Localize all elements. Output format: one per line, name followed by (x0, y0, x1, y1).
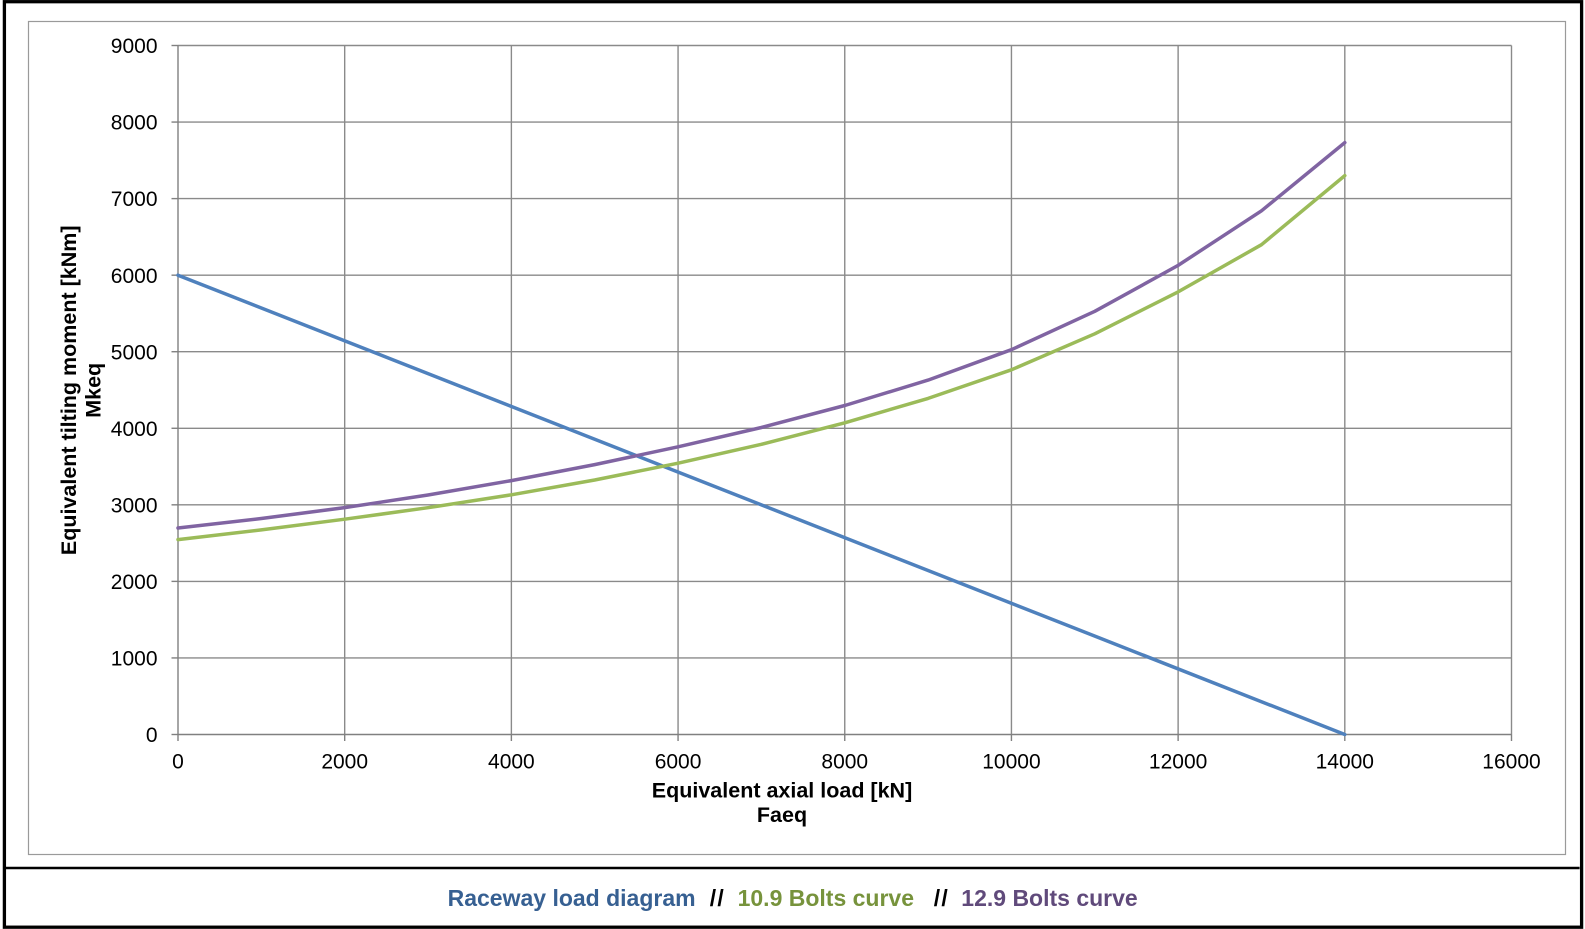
svg-text:7000: 7000 (111, 188, 158, 211)
svg-text:0: 0 (172, 751, 184, 774)
svg-text:6000: 6000 (655, 751, 702, 774)
svg-text:Raceway load diagram: Raceway load diagram (448, 885, 696, 911)
svg-text:12000: 12000 (1149, 751, 1207, 774)
svg-text:14000: 14000 (1316, 751, 1374, 774)
svg-text:9000: 9000 (111, 35, 158, 58)
svg-text:2000: 2000 (321, 751, 368, 774)
svg-text:6000: 6000 (111, 265, 158, 288)
svg-text://: // (934, 885, 949, 911)
svg-text:5000: 5000 (111, 341, 158, 364)
svg-text:3000: 3000 (111, 494, 158, 517)
svg-text:Mkeq: Mkeq (82, 363, 106, 418)
svg-text:16000: 16000 (1482, 751, 1540, 774)
svg-text:8000: 8000 (821, 751, 868, 774)
svg-text:8000: 8000 (111, 112, 158, 135)
svg-text:10.9 Bolts curve: 10.9 Bolts curve (738, 885, 914, 911)
svg-text:Equivalent axial load [kN]: Equivalent axial load [kN] (652, 779, 912, 803)
svg-text:4000: 4000 (488, 751, 535, 774)
svg-text:2000: 2000 (111, 571, 158, 594)
svg-text:10000: 10000 (982, 751, 1040, 774)
svg-text:Faeq: Faeq (757, 803, 807, 827)
svg-text:Equivalent tilting moment [kNm: Equivalent tilting moment [kNm] (57, 225, 81, 555)
svg-text:1000: 1000 (111, 648, 158, 671)
svg-text:12.9 Bolts curve: 12.9 Bolts curve (961, 885, 1137, 911)
svg-text://: // (710, 885, 725, 911)
svg-text:0: 0 (146, 724, 158, 747)
svg-text:4000: 4000 (111, 418, 158, 441)
